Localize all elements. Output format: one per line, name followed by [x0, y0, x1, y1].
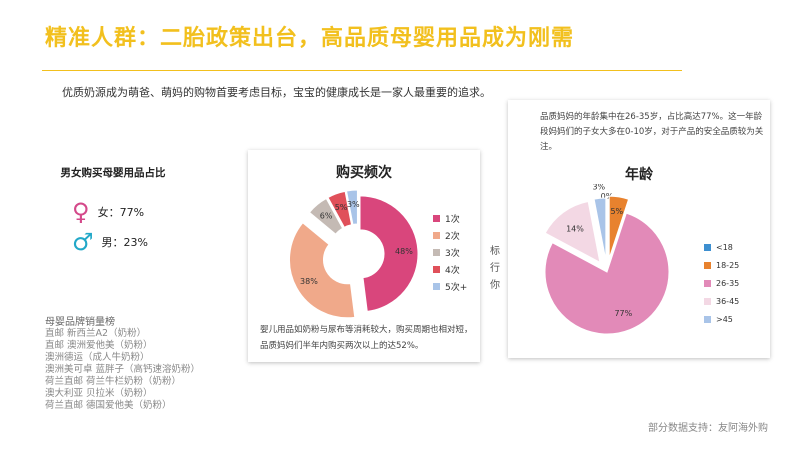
page-subtitle: 优质奶源成为萌爸、萌妈的购物首要考虑目标，宝宝的健康成长是一家人最重要的追求。 [62, 86, 491, 99]
pie-slice-1次 [359, 195, 419, 312]
legend-entry: 26-35 [704, 274, 739, 292]
legend-label: 4次 [445, 266, 460, 276]
data-label-4次: 5% [335, 203, 348, 212]
legend-label: 3次 [445, 249, 460, 259]
legend-swatch [704, 243, 711, 251]
partially-hidden-text: 标 行 你 [490, 243, 500, 294]
brand-item: 荷兰直邮 德国爱他美（奶粉） [45, 400, 172, 411]
peek-char: 标 [490, 246, 500, 257]
legend-entry: 2次 [433, 227, 467, 244]
peek-char: 行 [490, 263, 500, 274]
data-label-26-35: 77% [614, 309, 632, 318]
legend-swatch [433, 232, 440, 239]
female-icon: ♀ [72, 198, 90, 226]
data-label-1次: 48% [395, 247, 413, 256]
pie-slice-4次 [327, 190, 353, 229]
female-label: 女：77% [97, 206, 145, 219]
page-title: 精准人群：二胎政策出台，高品质母婴用品成为刚需 [45, 26, 575, 51]
legend-entry: 4次 [433, 261, 467, 278]
male-icon: ♂ [72, 228, 94, 256]
legend-entry: 3次 [433, 244, 467, 261]
brand-item: 澳洲美可卓 蓝胖子（高钙速溶奶粉） [45, 364, 201, 375]
legend-label: <18 [716, 242, 733, 252]
legend-label: >45 [716, 314, 733, 324]
legend-label: 26-35 [716, 278, 740, 288]
brand-list-title: 母婴品牌销量榜 [45, 317, 115, 328]
legend-entry: <18 [704, 238, 739, 256]
data-label-2次: 38% [300, 277, 318, 286]
pie-slice-36-45 [544, 200, 601, 264]
legend-entry: 5次+ [433, 278, 467, 295]
age-pie-chart: 0% 5% 77% 14% 3% [544, 184, 670, 335]
data-label-3次: 6% [320, 211, 333, 220]
female-row: ♀ 女：77% [72, 200, 144, 224]
age-legend: <18 18-25 26-35 36-45 >45 [704, 238, 739, 328]
legend-entry: >45 [704, 310, 739, 328]
legend-swatch [433, 266, 440, 273]
legend-swatch [433, 249, 440, 256]
data-label-36-45: 14% [566, 225, 584, 234]
male-row: ♂ 男：23% [72, 230, 148, 254]
legend-label: 1次 [445, 215, 460, 225]
legend-label: 36-45 [716, 296, 740, 306]
age-chart-card: 品质妈妈的年龄集中在26-35岁，占比高达77%。这一年龄段妈妈们的子女大多在0… [508, 100, 770, 358]
data-label-<18: 0% [601, 192, 614, 201]
frequency-legend: 1次 2次 3次 4次 5次+ [433, 210, 467, 295]
brand-item: 直邮 澳洲爱他美（奶粉） [45, 340, 153, 351]
legend-swatch [704, 297, 711, 305]
data-source: 部分数据支持：友阿海外购 [648, 423, 768, 434]
title-divider [42, 70, 682, 71]
legend-label: 5次+ [445, 283, 468, 293]
age-note: 品质妈妈的年龄集中在26-35岁，占比高达77%。这一年龄段妈妈们的子女大多在0… [540, 112, 764, 152]
pie-slice-2次 [289, 222, 356, 319]
brand-list: 直邮 新西兰A2（奶粉） 直邮 澳洲爱他美（奶粉） 澳洲德运（成人牛奶粉） 澳洲… [45, 328, 200, 412]
data-label-18-25: 5% [610, 207, 623, 216]
legend-entry: 36-45 [704, 292, 739, 310]
brand-item: 直邮 新西兰A2（奶粉） [45, 328, 147, 339]
frequency-chart-title: 购买频次 [336, 165, 392, 181]
pie-slice-5次+ [345, 189, 358, 226]
legend-swatch [704, 279, 711, 287]
age-chart-title: 年龄 [625, 167, 653, 183]
brand-item: 澳大利亚 贝拉米（奶粉） [45, 388, 153, 399]
brand-item: 荷兰直邮 荷兰牛栏奶粉（奶粉） [45, 376, 182, 387]
legend-entry: 18-25 [704, 256, 739, 274]
pie-slice-3次 [308, 197, 344, 235]
pie-slice->45 [593, 197, 607, 261]
peek-char: 你 [490, 280, 500, 291]
frequency-note: 婴儿用品如奶粉与尿布等消耗较大，购买周期也相对短，品质妈妈们半年内购买两次以上的… [260, 325, 473, 351]
brand-item: 澳洲德运（成人牛奶粉） [45, 352, 150, 363]
pie-slice-18-25 [608, 195, 630, 259]
gender-title: 男女购买母婴用品占比 [60, 167, 166, 179]
pie-slice-26-35 [544, 212, 670, 335]
legend-label: 18-25 [716, 260, 740, 270]
legend-swatch [704, 261, 711, 269]
data-label->45: 3% [592, 184, 605, 191]
frequency-donut-chart: 48% 38% 6%5% 3% [289, 189, 419, 319]
data-label-5次+: 3% [347, 200, 360, 209]
legend-swatch [704, 315, 711, 323]
male-label: 男：23% [101, 236, 148, 249]
legend-entry: 1次 [433, 210, 467, 227]
legend-swatch [433, 215, 440, 222]
legend-label: 2次 [445, 232, 460, 242]
frequency-chart-card: 购买频次 48% 38% 6% 5% 3% 1次 2次 3次 4次 5次+ 婴儿用品如奶… [248, 150, 480, 362]
legend-swatch [433, 283, 440, 290]
